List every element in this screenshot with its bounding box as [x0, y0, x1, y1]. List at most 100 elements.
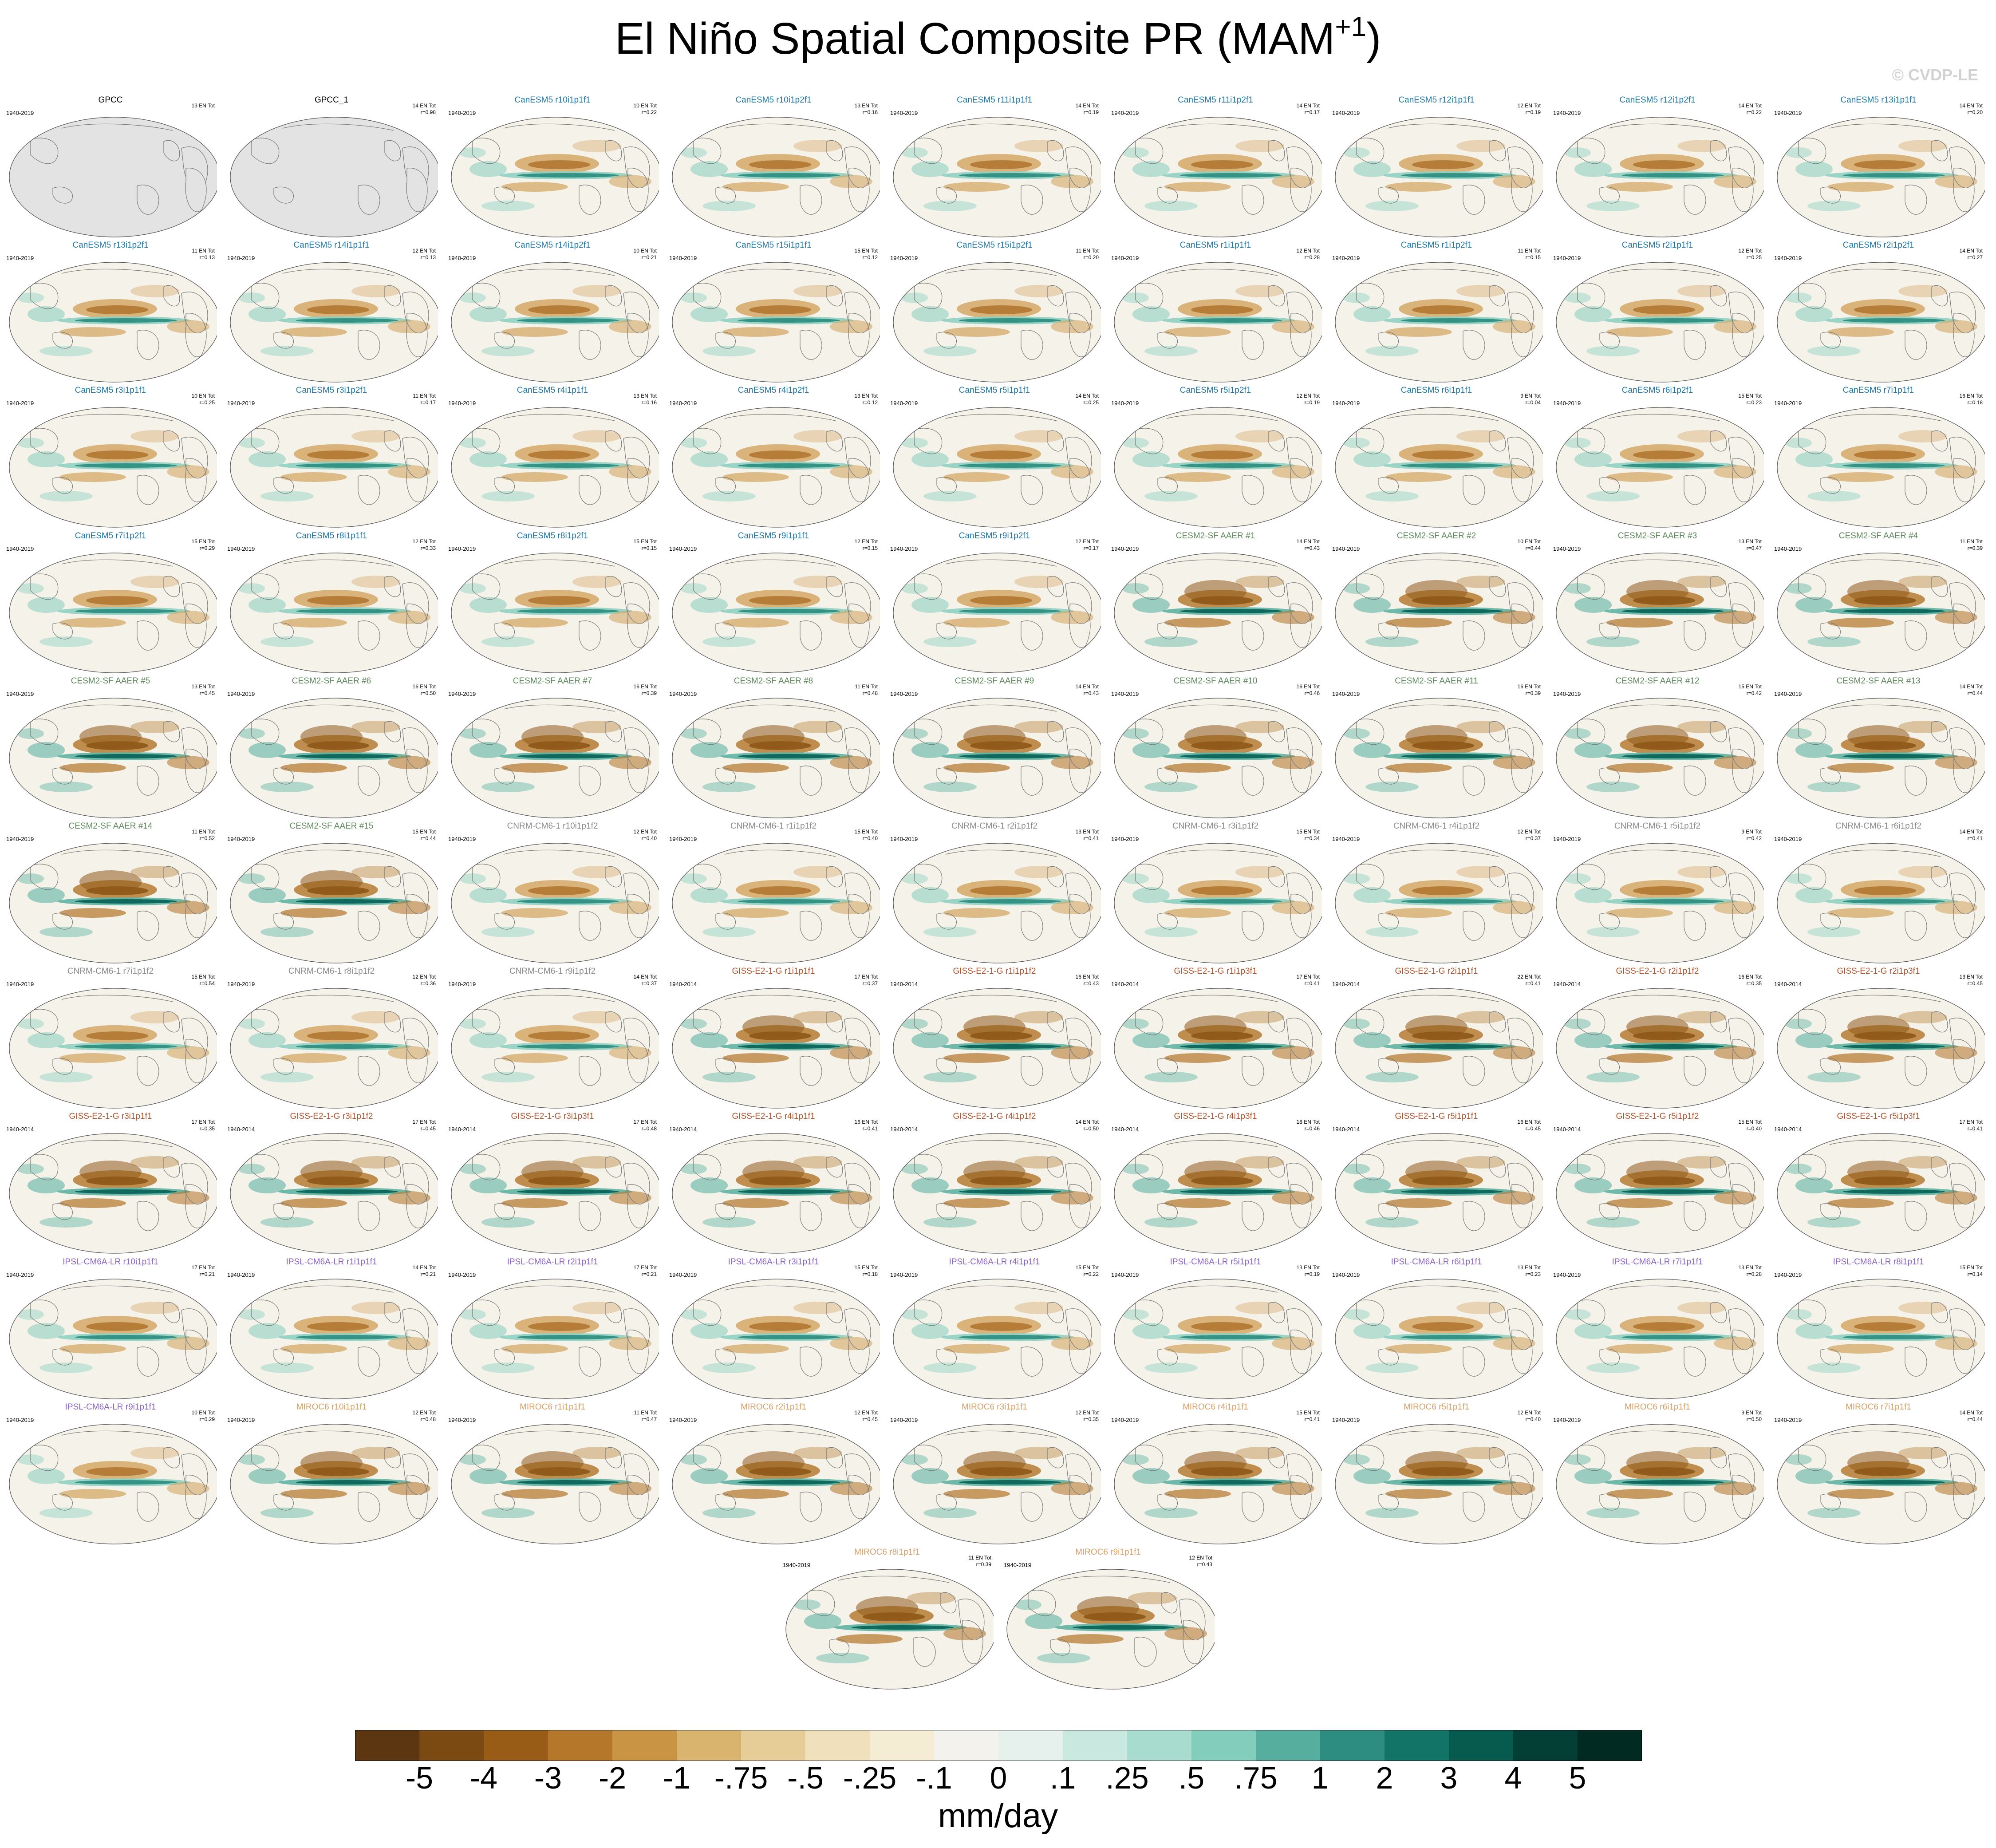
map-panel: IPSL-CM6A-LR r10i1p1f1 1940-2019 17 EN Tot…	[0, 1257, 221, 1402]
pattern-correlation: r=0.45	[420, 1125, 436, 1132]
panel-stats: 9 EN Tot r=0.50	[1741, 1410, 1762, 1423]
world-map	[1335, 407, 1543, 528]
map-panel: CanESM5 r4i1p1f1 1940-2019 13 EN Tot r=0.16	[442, 386, 663, 531]
anomaly-patch	[1405, 1161, 1467, 1184]
anomaly-patch	[75, 1044, 177, 1049]
anomaly-patch	[923, 927, 977, 937]
panel-title: CESM2-SF AAER #7	[513, 676, 592, 686]
anomaly-patch	[970, 160, 1032, 169]
map-border	[893, 117, 1101, 237]
panel-stats: 13 EN Tot r=0.23	[1518, 1264, 1541, 1278]
coastline	[1290, 1184, 1312, 1228]
map-panel: CanESM5 r2i1p2f1 1940-2019 14 EN Tot r=0.27	[1768, 241, 1989, 386]
map-border	[1777, 698, 1985, 818]
coastline	[1378, 912, 1399, 930]
anomaly-patch	[804, 1613, 841, 1629]
anomaly-patch	[79, 870, 142, 893]
panel-stats: 13 EN Tot	[192, 103, 215, 109]
anomaly-patch	[469, 1323, 507, 1339]
coastline	[1489, 140, 1506, 162]
coastline	[623, 1308, 650, 1350]
map-panel: CNRM-CM6-1 r1i1p1f2 1940-2019 15 EN Tot r=0…	[663, 821, 884, 967]
map-border	[1335, 552, 1543, 673]
anomaly-patch	[517, 1189, 619, 1194]
map-border	[451, 843, 659, 963]
panel-title: GISS-E2-1-G r5i1p3f1	[1837, 1112, 1920, 1121]
anomaly-patch	[702, 1072, 756, 1083]
coastline	[181, 873, 208, 914]
coastline	[936, 477, 957, 494]
event-count: 14 EN Tot	[1959, 1409, 1983, 1416]
anomaly-patch	[1144, 1507, 1198, 1518]
anomaly-patch	[1677, 575, 1726, 588]
coastline	[623, 292, 650, 334]
colorbar-box	[1320, 1730, 1385, 1761]
anomaly-patch	[923, 781, 977, 792]
panel-title: CESM2-SF AAER #9	[955, 676, 1034, 686]
panel-title: CanESM5 r14i1p2f1	[514, 241, 591, 250]
coastline	[1949, 727, 1976, 769]
anomaly-patch	[1827, 1343, 1894, 1354]
coastline	[1069, 1474, 1091, 1519]
panel-stats: 15 EN Tot r=0.41	[1297, 1410, 1320, 1423]
coastline	[185, 1474, 207, 1519]
panel-title: CanESM5 r8i1p1f1	[296, 531, 367, 541]
pattern-correlation: r=0.41	[1083, 835, 1099, 841]
anomaly-patch	[1144, 1217, 1198, 1228]
map-panel: CESM2-SF AAER #2 1940-2019 10 EN Tot r=0.44	[1326, 531, 1547, 676]
colorbar-tick-label: .25	[1105, 1761, 1149, 1795]
pattern-correlation: r=0.35	[199, 1125, 215, 1132]
map-panel: CESM2-SF AAER #11 1940-2019 16 EN Tot r=0.3…	[1326, 676, 1547, 821]
anomaly-patch	[469, 1468, 507, 1484]
pattern-correlation: r=0.29	[199, 1416, 215, 1422]
anomaly-patch	[1164, 1198, 1231, 1208]
anomaly-patch	[1827, 472, 1894, 482]
anomaly-patch	[1677, 140, 1726, 152]
panel-stats: 15 EN Tot r=0.54	[192, 974, 215, 987]
pattern-correlation: r=0.15	[641, 545, 657, 551]
coastline	[503, 559, 615, 567]
pattern-correlation: r=0.45	[1525, 1125, 1541, 1132]
anomaly-patch	[1037, 1653, 1090, 1663]
panel-title: CanESM5 r9i1p2f1	[959, 531, 1030, 541]
panel-years: 1940-2019	[890, 400, 918, 407]
anomaly-patch	[572, 720, 621, 733]
map-panel: CanESM5 r6i1p1f1 1940-2019 9 EN Tot r=0.04	[1326, 386, 1547, 531]
panel-years: 1940-2014	[890, 981, 918, 988]
coastline	[402, 1163, 429, 1205]
panel-title: GISS-E2-1-G r4i1p3f1	[1174, 1112, 1257, 1121]
coastline	[1511, 1039, 1533, 1083]
pattern-correlation: r=0.25	[199, 399, 215, 406]
coastline	[1798, 719, 1826, 745]
coastline	[1157, 1058, 1178, 1075]
anomaly-patch	[572, 430, 621, 443]
anomaly-patch	[260, 781, 314, 792]
coastline	[914, 428, 943, 454]
coastline	[1829, 704, 1941, 712]
panel-years: 1940-2019	[1332, 1271, 1360, 1278]
anomaly-patch	[59, 472, 126, 482]
coastline	[579, 1346, 601, 1377]
coastline	[826, 430, 843, 452]
panel-years: 1940-2019	[227, 255, 255, 262]
anomaly-patch	[1795, 742, 1833, 758]
anomaly-patch	[749, 160, 811, 169]
event-count: 12 EN Tot	[412, 538, 436, 545]
anomaly-patch	[1164, 182, 1231, 192]
coastline	[137, 1492, 159, 1522]
anomaly-patch	[702, 491, 756, 502]
map-border	[451, 988, 659, 1109]
coastline	[503, 704, 615, 712]
coastline	[472, 1154, 501, 1181]
anomaly-patch	[1164, 327, 1231, 337]
coastline	[185, 603, 207, 648]
coastline	[1157, 622, 1178, 640]
map-border	[1556, 988, 1764, 1109]
panel-title: CanESM5 r2i1p1f1	[1621, 241, 1693, 250]
panel-stats: 17 EN Tot r=0.21	[634, 1264, 657, 1278]
pattern-correlation: r=0.15	[1525, 254, 1541, 261]
anomaly-patch	[296, 318, 398, 323]
coastline	[1949, 146, 1976, 188]
coastline	[1134, 1637, 1157, 1667]
coastline	[605, 1157, 622, 1178]
